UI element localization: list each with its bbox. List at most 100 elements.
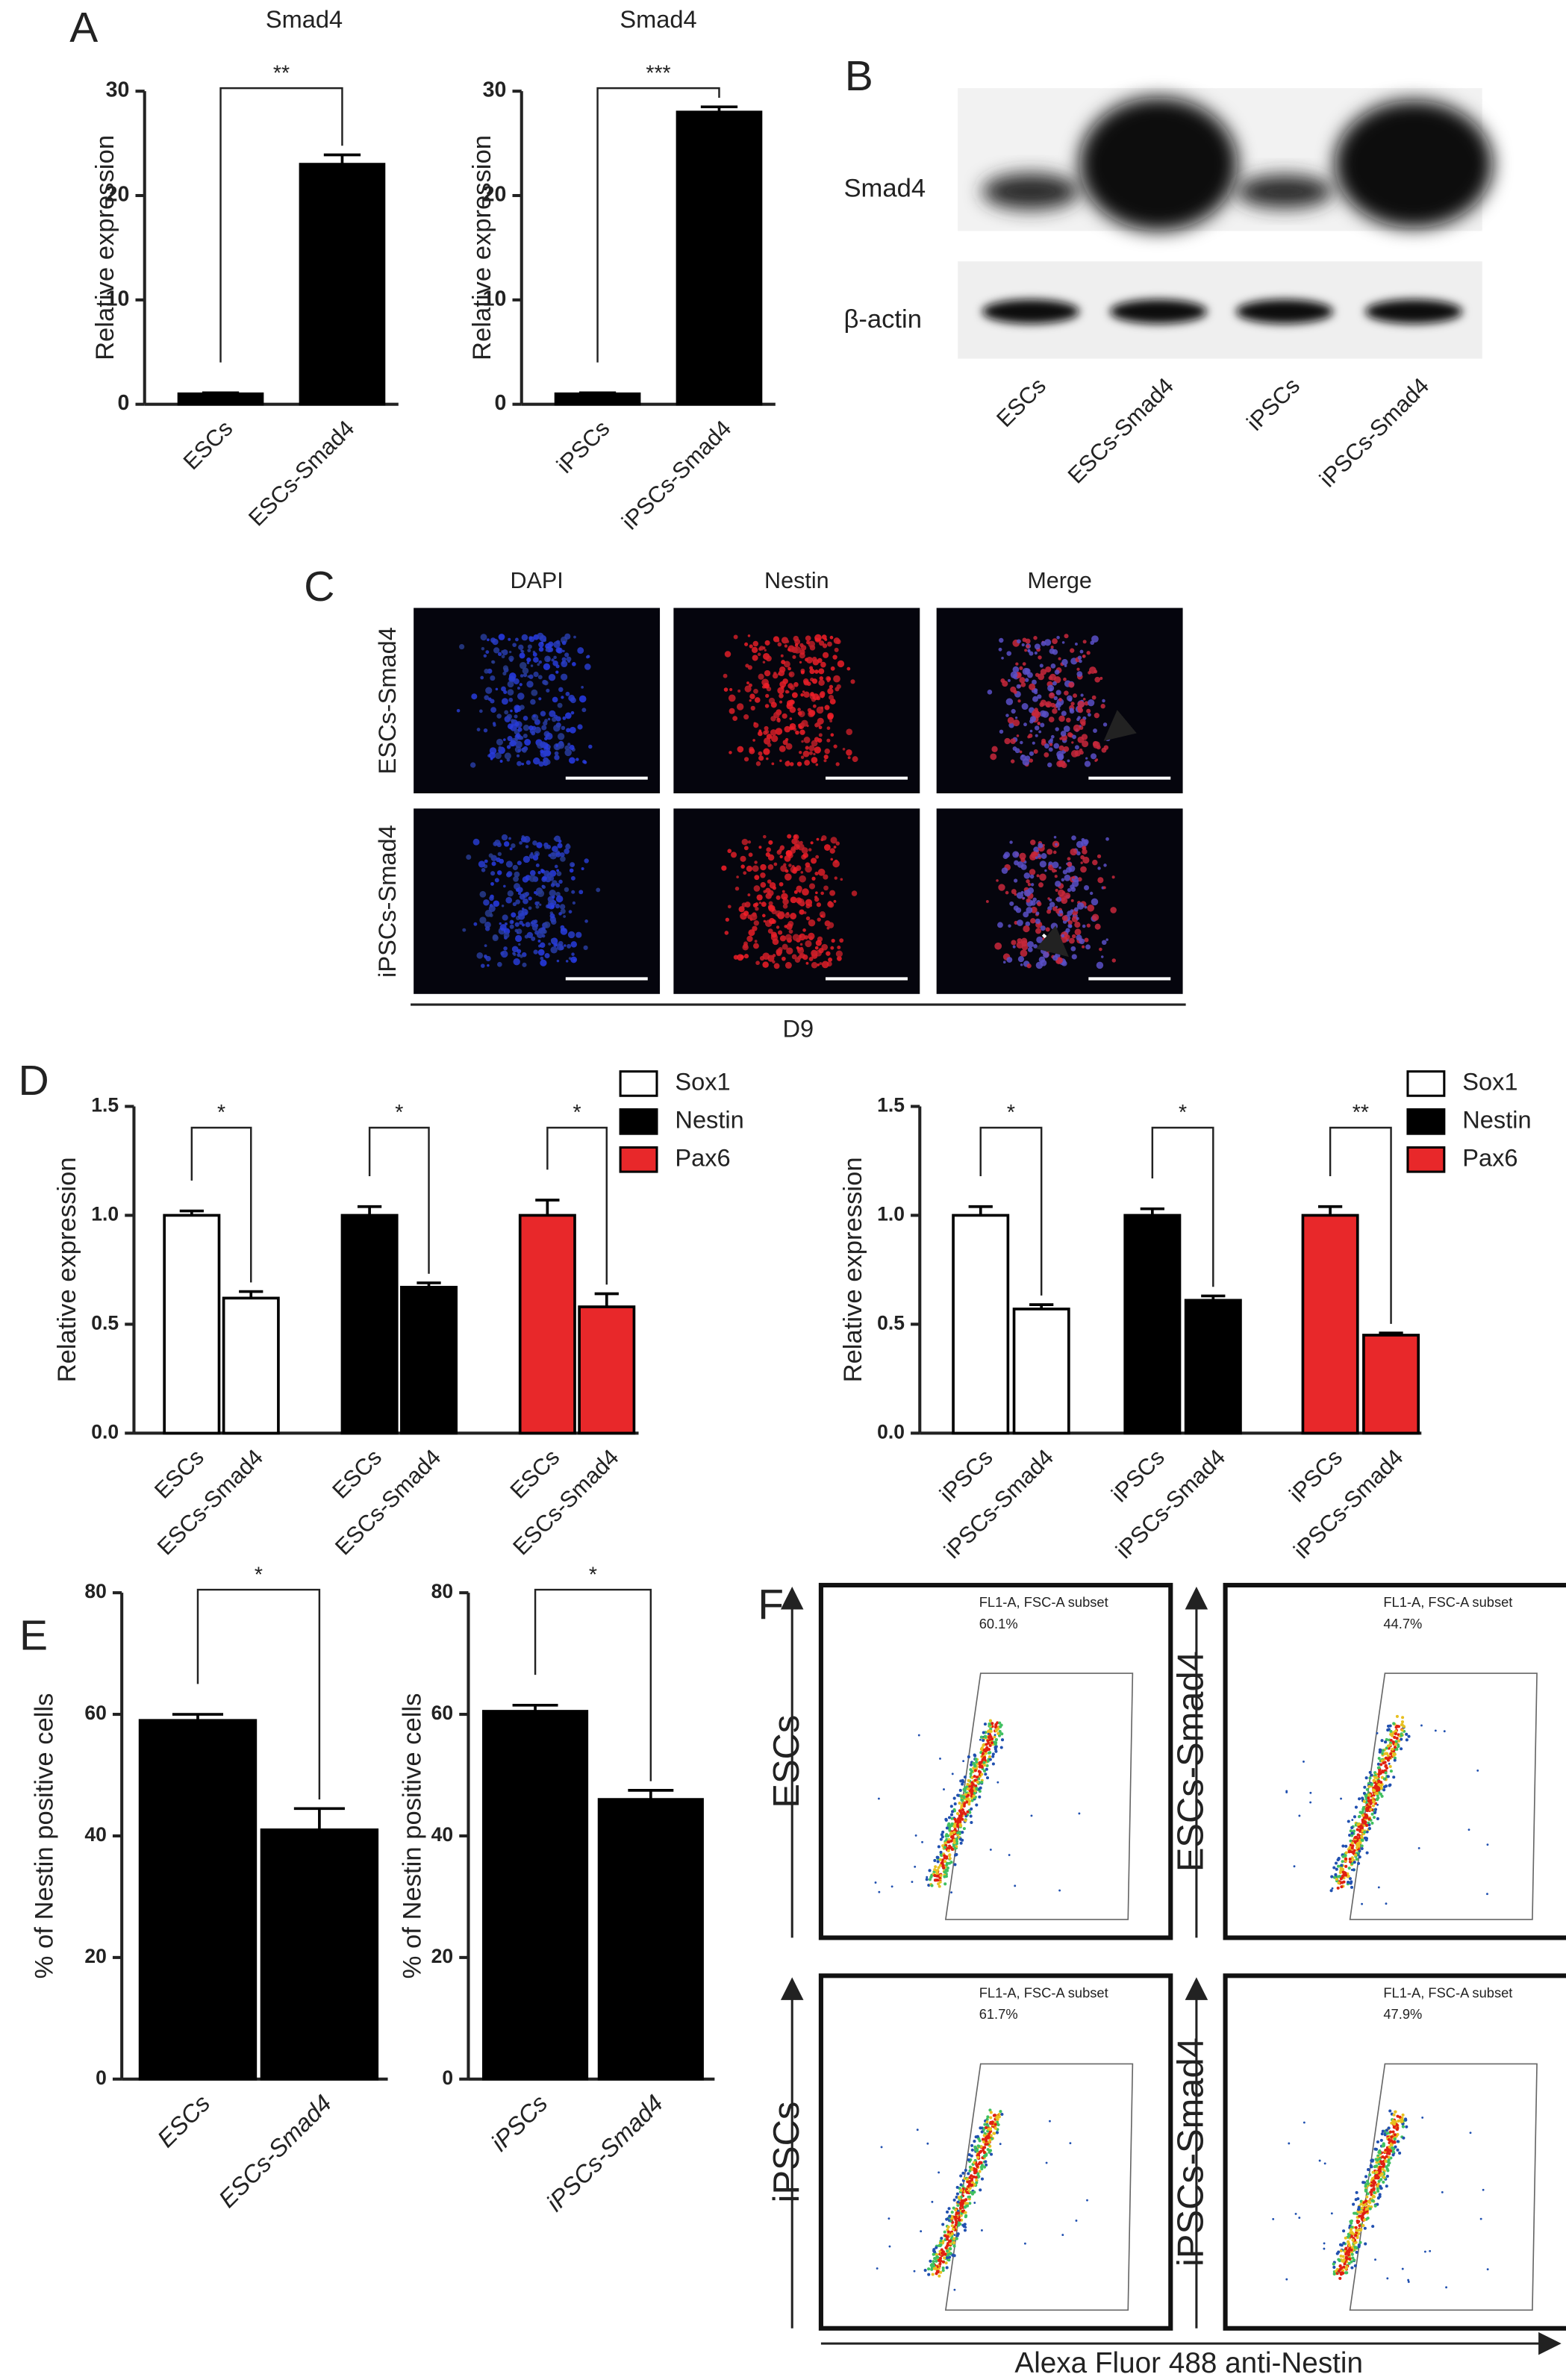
cell-signal: [1053, 743, 1060, 749]
event: [960, 1812, 964, 1816]
cell-signal: [1102, 886, 1106, 890]
cell-signal: [801, 740, 804, 743]
cell-signal: [1099, 676, 1103, 680]
event: [939, 1758, 941, 1760]
cell-signal: [1079, 718, 1086, 725]
event: [946, 1866, 949, 1870]
event: [941, 1864, 945, 1867]
cell-signal: [488, 853, 493, 858]
event: [1294, 2212, 1297, 2215]
cell-signal: [758, 751, 763, 756]
event: [950, 1891, 953, 1894]
x-tick-label: iPSCs-Smad4: [1111, 1444, 1231, 1564]
event: [948, 2240, 952, 2243]
event: [1363, 2203, 1367, 2207]
event: [1303, 1760, 1305, 1763]
cell-signal: [1103, 863, 1107, 867]
cell-signal: [1048, 675, 1053, 681]
cell-signal: [484, 668, 490, 674]
cell-signal: [557, 702, 563, 708]
flow-plot: [818, 1973, 1173, 2331]
event: [1350, 1885, 1354, 1889]
cell-signal: [789, 722, 796, 730]
event: [1377, 1772, 1381, 1776]
cell-signal: [781, 660, 786, 665]
cell-signal: [1055, 881, 1061, 887]
event: [943, 2230, 946, 2234]
event: [1486, 2268, 1489, 2271]
event: [961, 2171, 965, 2175]
cell-signal: [538, 697, 542, 701]
event: [996, 1781, 999, 1784]
event: [1382, 1788, 1386, 1792]
cell-signal: [514, 722, 520, 727]
cell-signal: [1023, 889, 1032, 897]
event: [993, 1747, 997, 1751]
cell-signal: [479, 709, 483, 713]
cell-signal: [851, 890, 858, 896]
cell-signal: [827, 688, 834, 695]
cell-signal: [805, 656, 813, 663]
event: [1008, 1854, 1011, 1856]
cell-signal: [491, 660, 496, 664]
cell-signal: [1067, 759, 1070, 763]
event: [1365, 1806, 1369, 1810]
cell-signal: [514, 871, 520, 878]
cell-signal: [793, 890, 798, 894]
event: [995, 2131, 999, 2134]
event: [1334, 1861, 1338, 1865]
cell-signal: [738, 906, 745, 913]
cell-signal: [546, 688, 550, 693]
event: [950, 1831, 954, 1835]
cell-signal: [1055, 843, 1058, 846]
cell-signal: [533, 671, 539, 678]
cell-signal: [555, 647, 562, 653]
column-title: Nestin: [764, 568, 829, 593]
y-tick-label: 20: [431, 1945, 453, 1967]
cell-signal: [721, 865, 727, 871]
y-tick-label: 30: [106, 78, 130, 102]
event: [929, 1875, 933, 1879]
cell-signal: [521, 763, 525, 766]
cell-signal: [508, 651, 512, 654]
event: [1355, 2190, 1358, 2194]
event: [944, 1875, 949, 1878]
cell-signal: [511, 843, 516, 849]
x-tick-label: iPSCs-Smad4: [1289, 1444, 1409, 1564]
cell-signal: [507, 689, 514, 696]
y-axis-label: Relative expression: [53, 1157, 81, 1382]
event: [1377, 2151, 1381, 2155]
cell-signal: [837, 955, 842, 961]
event: [937, 1882, 940, 1886]
cell-signal: [1023, 722, 1027, 727]
cell-signal: [800, 693, 804, 697]
event: [1476, 1769, 1479, 1772]
cell-signal: [514, 922, 520, 927]
y-axis-label: Relative expression: [468, 135, 496, 360]
event: [947, 1840, 951, 1844]
cell-signal: [1006, 651, 1012, 656]
cell-signal: [578, 890, 584, 895]
cell-signal: [788, 863, 792, 867]
event: [964, 2226, 967, 2228]
event: [946, 2225, 950, 2229]
y-tick-label: 0.0: [91, 1420, 119, 1443]
cell-signal: [754, 697, 761, 703]
bar: [952, 1214, 1010, 1435]
event: [969, 1772, 973, 1775]
event: [970, 1794, 973, 1798]
cell-signal: [567, 660, 570, 663]
cell-signal: [1082, 740, 1089, 748]
y-axis-label: Relative expression: [839, 1157, 867, 1382]
event: [1356, 1828, 1359, 1831]
cell-signal: [1039, 663, 1044, 668]
cell-signal: [570, 710, 575, 715]
event: [1378, 2195, 1382, 2199]
cell-signal: [785, 849, 793, 857]
cell-signal: [1087, 699, 1095, 707]
cell-signal: [499, 922, 502, 925]
event: [982, 2149, 985, 2152]
event: [982, 1738, 985, 1743]
cell-signal: [548, 745, 552, 749]
legend-label: Pax6: [1462, 1144, 1517, 1171]
